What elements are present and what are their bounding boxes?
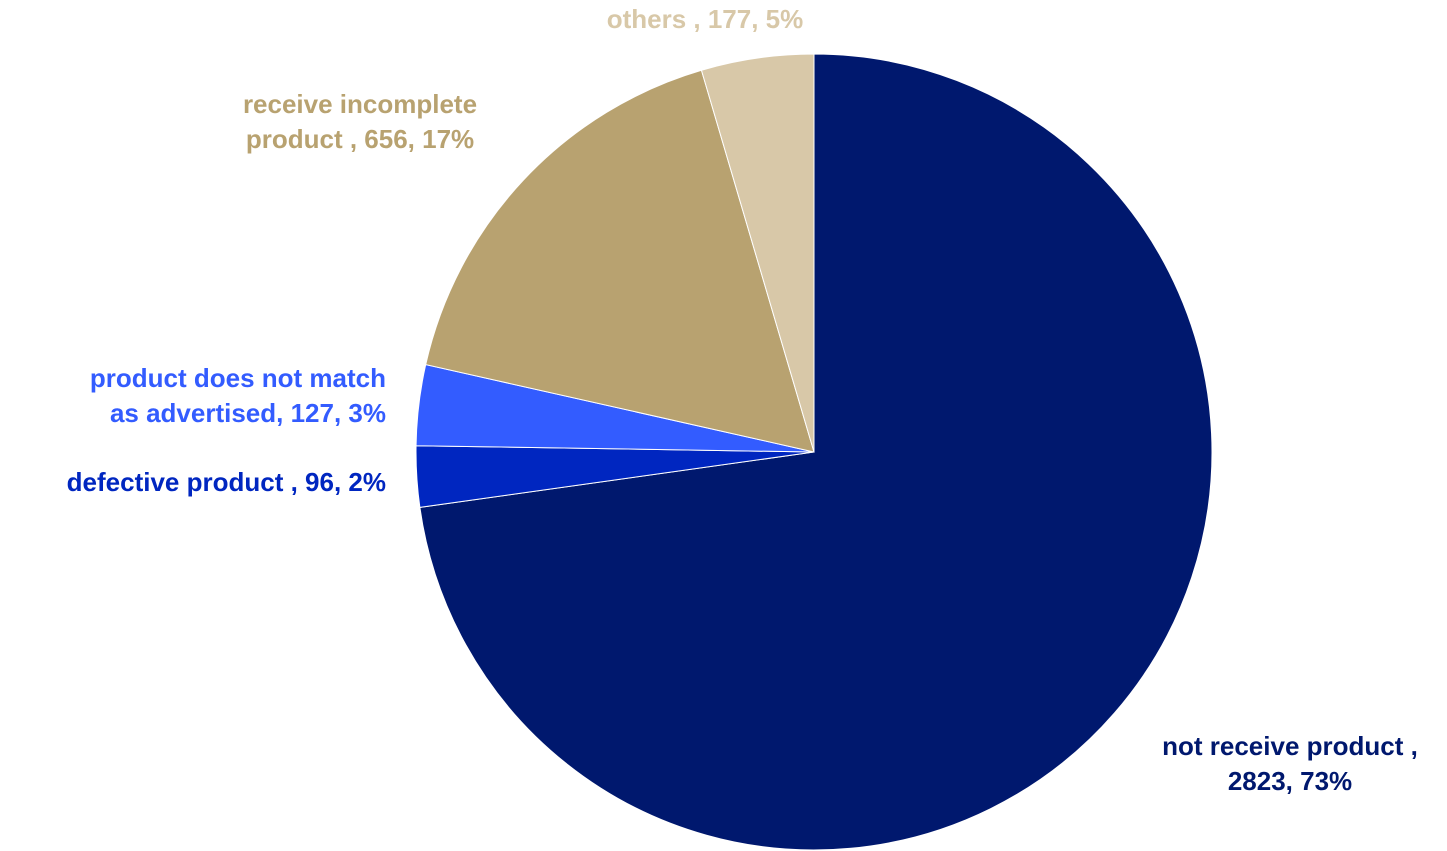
pie-labels: not receive product , 2823, 73% defective … — [67, 4, 1418, 796]
data-label-line: as advertised, 127, 3% — [110, 398, 386, 428]
data-label-line: product , 656, 17% — [246, 124, 474, 154]
data-label-line: others , 177, 5% — [607, 4, 804, 34]
data-label-others: others , 177, 5% — [607, 4, 804, 34]
data-label-line: 2823, 73% — [1228, 766, 1352, 796]
data-label-line: receive incomplete — [243, 89, 477, 119]
pie-slices — [415, 53, 1213, 851]
data-label-product-does-not-match-as-advertised: product does not match as advertised, 127… — [90, 363, 386, 428]
pie-slice-others — [700, 53, 815, 453]
pie-slice-not-receive-product — [419, 53, 1213, 851]
data-label-receive-incomplete-product: receive incomplete product , 656, 17% — [243, 89, 477, 154]
data-label-line: defective product , 96, 2% — [67, 467, 386, 497]
data-label-defective-product: defective product , 96, 2% — [67, 467, 386, 497]
data-label-line: not receive product , — [1162, 731, 1418, 761]
data-label-not-receive-product: not receive product , 2823, 73% — [1162, 731, 1418, 796]
pie-slice-receive-incomplete-product — [425, 69, 815, 453]
data-label-line: product does not match — [90, 363, 386, 393]
